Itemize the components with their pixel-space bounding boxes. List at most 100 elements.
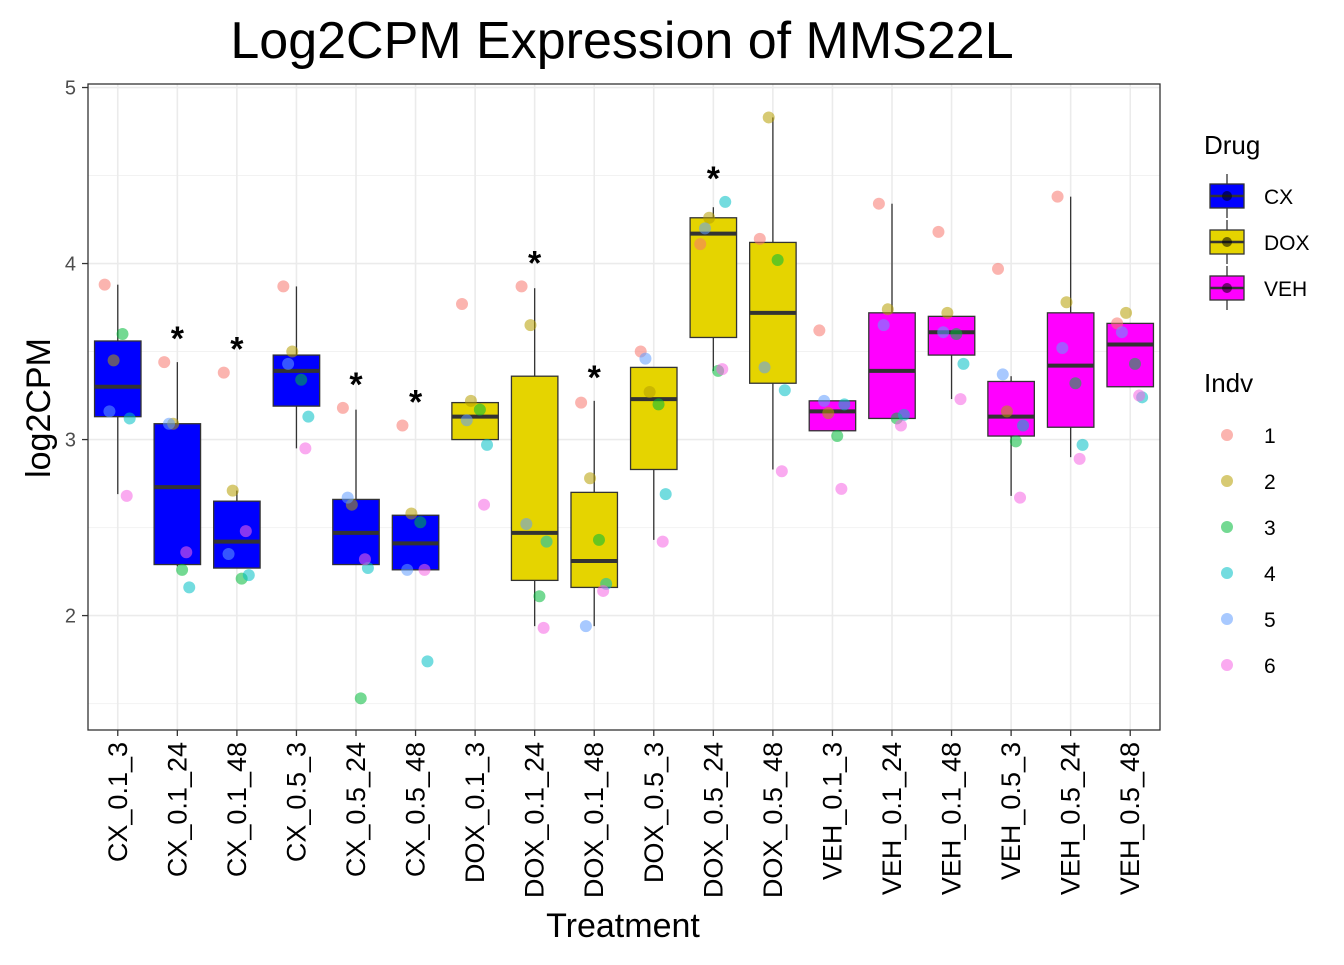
data-point (336, 401, 349, 414)
data-point (584, 472, 597, 485)
legend-title-drug: Drug (1204, 130, 1260, 160)
x-tick-label: VEH_0.1_3 (817, 742, 847, 880)
y-tick-label: 4 (65, 254, 76, 276)
data-point (1017, 419, 1030, 432)
significance-marker: * (171, 320, 185, 358)
data-point (835, 482, 848, 495)
data-point (753, 232, 766, 245)
data-point (242, 569, 255, 582)
data-point (456, 298, 469, 311)
data-point (1115, 326, 1128, 339)
plot-area: * * * * * * * 2 3 4 5 CX_0.1_3 CX_0.1_24 CX_0.1_48 CX_… (65, 78, 1161, 898)
data-point (515, 280, 528, 293)
x-tick-label: DOX_0.1_3 (460, 742, 490, 883)
legend-title-indv: Indv (1204, 368, 1253, 398)
data-point (239, 525, 252, 538)
significance-marker: * (528, 244, 542, 282)
data-point (1069, 377, 1082, 390)
data-point (643, 386, 656, 399)
data-point (778, 384, 791, 397)
data-point (758, 361, 771, 374)
data-point (277, 280, 290, 293)
x-tick-label: CX_0.5_24 (341, 742, 371, 877)
data-point (176, 563, 189, 576)
data-point (180, 546, 193, 559)
data-point (1076, 438, 1089, 451)
data-point (932, 225, 945, 238)
chart-title: Log2CPM Expression of MMS22L (230, 12, 1013, 70)
data-point (123, 412, 136, 425)
x-tick-label: CX_0.1_48 (222, 742, 252, 877)
legend-label-indv: 1 (1264, 425, 1276, 448)
data-point (992, 262, 1005, 275)
box-DOX_0.5_24 (689, 217, 738, 339)
data-point (286, 345, 299, 358)
data-point (222, 547, 235, 560)
data-point (698, 222, 711, 235)
x-tick-label: DOX_0.5_24 (698, 742, 728, 898)
data-point (464, 394, 477, 407)
legend-label-indv: 5 (1264, 609, 1276, 632)
data-point (401, 563, 414, 576)
data-point (1051, 190, 1064, 203)
data-point (354, 692, 367, 705)
data-point (98, 278, 111, 291)
data-point (1111, 317, 1124, 330)
legend-key-indv (1221, 659, 1233, 671)
data-point (954, 393, 967, 406)
data-point (537, 621, 550, 634)
data-point (533, 590, 546, 603)
data-point (872, 197, 885, 210)
data-point (520, 518, 533, 531)
data-point (813, 324, 826, 337)
significance-marker: * (588, 359, 602, 397)
legend: Drug CX DOX VEH Indv 1 2 3 4 5 6 (1204, 130, 1310, 678)
data-point (217, 366, 230, 379)
data-point (226, 484, 239, 497)
data-point (183, 581, 196, 594)
panel-border (87, 83, 1161, 731)
box-CX_0.1_3 (93, 340, 142, 418)
data-point (299, 442, 312, 455)
data-point (295, 373, 308, 386)
x-tick-label: CX_0.5_48 (401, 742, 431, 877)
data-point (162, 417, 175, 430)
legend-label-indv: 3 (1264, 517, 1276, 540)
x-axis-label: Treatment (546, 907, 700, 945)
y-tick-label: 2 (65, 606, 76, 628)
data-point (478, 498, 491, 511)
data-point (716, 363, 729, 376)
data-point (597, 584, 610, 597)
box-DOX_0.5_3 (629, 366, 678, 471)
box-VEH_0.5_48 (1106, 322, 1155, 388)
legend-label-drug: DOX (1264, 232, 1310, 255)
data-point (1128, 357, 1141, 370)
data-point (639, 352, 652, 365)
legend-key-point (1222, 283, 1232, 293)
data-point (592, 533, 605, 546)
box-CX_0.1_48 (213, 500, 261, 569)
data-point (656, 535, 669, 548)
data-point (282, 357, 295, 370)
box-VEH_0.1_24 (868, 312, 916, 420)
data-point (418, 563, 431, 576)
significance-marker: * (230, 331, 244, 369)
data-point (719, 195, 732, 208)
x-tick-label: CX_0.1_3 (103, 742, 133, 862)
legend-label-indv: 6 (1264, 655, 1276, 678)
data-point (341, 491, 354, 504)
box-VEH_0.5_24 (1046, 312, 1095, 428)
data-point (1073, 452, 1086, 465)
data-point (703, 211, 716, 224)
data-point (838, 398, 851, 411)
data-point (950, 327, 963, 340)
data-point (1009, 435, 1022, 448)
data-point (524, 319, 537, 332)
data-point (941, 306, 954, 319)
x-tick-label: VEH_0.5_48 (1115, 742, 1145, 895)
data-point (831, 430, 844, 443)
data-point (107, 354, 120, 367)
legend-label-drug: VEH (1264, 278, 1307, 301)
box-CX_0.1_24 (153, 423, 202, 566)
